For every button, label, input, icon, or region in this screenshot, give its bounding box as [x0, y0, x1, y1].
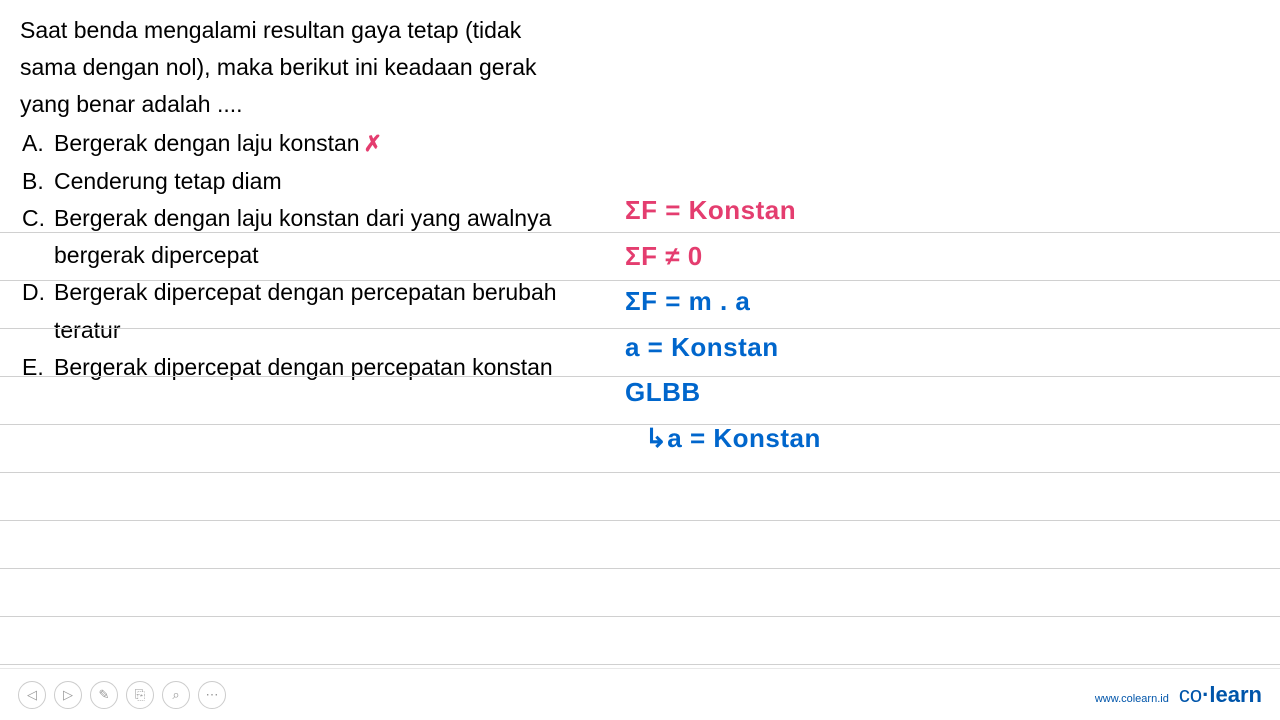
zoom-button[interactable]: ⌕ — [162, 681, 190, 709]
magnifier-icon: ⌕ — [172, 687, 179, 703]
option-text: Cenderung tetap diam — [54, 163, 282, 200]
brand-logo: co·learn — [1179, 682, 1262, 708]
option-text: Bergerak dipercepat dengan percepatan be… — [54, 274, 564, 349]
ruled-line — [0, 616, 1280, 617]
option-letter: D. — [20, 274, 54, 311]
handwriting-line: ΣF = m . a — [625, 279, 1025, 325]
dots-icon: ⋯ — [206, 687, 219, 703]
brand-area: www.colearn.id co·learn — [1095, 682, 1262, 708]
question-text: Saat benda mengalami resultan gaya tetap… — [20, 12, 580, 122]
triangle-left-icon: ◁ — [27, 687, 37, 703]
content-area: Saat benda mengalami resultan gaya tetap… — [0, 0, 1280, 660]
option-letter: A. — [20, 125, 54, 162]
option-letter: E. — [20, 349, 54, 386]
handwriting-line: ΣF ≠ 0 — [625, 234, 1025, 280]
toolbar: ◁ ▷ ✎ ⎘ ⌕ ⋯ — [18, 681, 226, 709]
option-letter: C. — [20, 200, 54, 237]
option-a: A. Bergerak dengan laju konstan✗ — [20, 125, 1260, 162]
option-letter: B. — [20, 163, 54, 200]
handwriting-line: GLBB — [625, 370, 1025, 416]
handwriting-line: ΣF = Konstan — [625, 188, 1025, 234]
pen-icon: ✎ — [99, 687, 110, 703]
handwriting-area: ΣF = Konstan ΣF ≠ 0 ΣF = m . a a = Konst… — [625, 188, 1025, 461]
option-text: Bergerak dipercepat dengan percepatan ko… — [54, 349, 553, 386]
option-text: Bergerak dengan laju konstan✗ — [54, 125, 382, 162]
ruled-line — [0, 664, 1280, 665]
prev-button[interactable]: ◁ — [18, 681, 46, 709]
pen-button[interactable]: ✎ — [90, 681, 118, 709]
ruled-line — [0, 520, 1280, 521]
copy-icon: ⎘ — [135, 687, 145, 703]
footer: ◁ ▷ ✎ ⎘ ⌕ ⋯ www.colearn.id co·learn — [0, 668, 1280, 720]
ruled-line — [0, 568, 1280, 569]
ruled-line — [0, 472, 1280, 473]
option-text: Bergerak dengan laju konstan dari yang a… — [54, 200, 564, 275]
copy-button[interactable]: ⎘ — [126, 681, 154, 709]
cross-mark-icon: ✗ — [364, 131, 382, 156]
triangle-right-icon: ▷ — [63, 687, 73, 703]
handwriting-line: ↳a = Konstan — [625, 416, 1025, 462]
brand-url: www.colearn.id — [1095, 693, 1169, 705]
next-button[interactable]: ▷ — [54, 681, 82, 709]
more-button[interactable]: ⋯ — [198, 681, 226, 709]
handwriting-line: a = Konstan — [625, 325, 1025, 371]
